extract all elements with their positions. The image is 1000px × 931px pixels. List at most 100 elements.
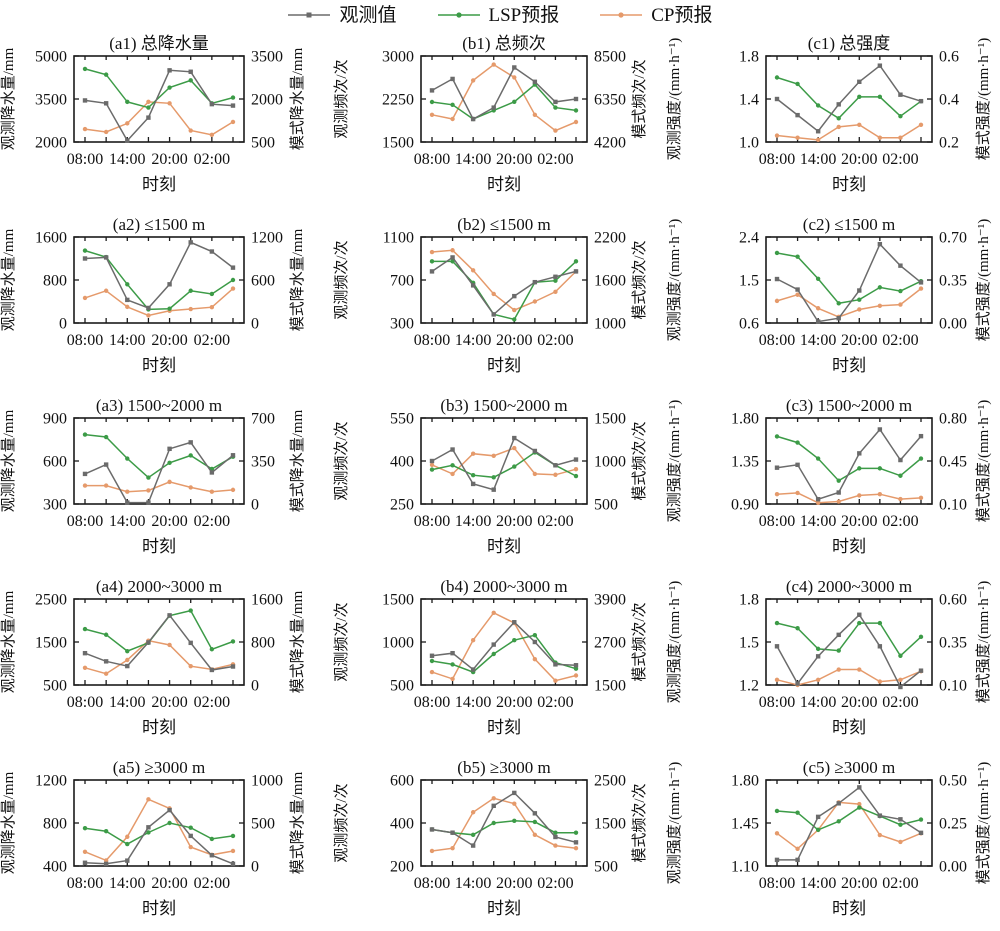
data-point-marker: [491, 312, 496, 317]
data-point-marker: [188, 663, 193, 669]
subplot-c1-x-tick: 02:00: [882, 151, 918, 168]
data-point-marker: [209, 853, 215, 858]
subplot-b4-x-tick: 20:00: [496, 694, 532, 711]
data-point-marker: [103, 462, 109, 467]
data-point-marker: [898, 457, 903, 463]
data-point-marker: [230, 103, 236, 108]
subplot-c2-x-tick: 08:00: [759, 332, 795, 349]
subplot-c1-x-tick: 08:00: [759, 151, 795, 168]
subplot-a1-right-axis-label: 模式降水量/mm: [289, 47, 306, 150]
subplot-c4-right-axis-label: 模式强度/(mm·h⁻¹): [975, 581, 992, 703]
data-point-marker: [230, 453, 236, 458]
subplot-b1-series-lsp-line: [431, 83, 577, 120]
data-point-marker: [125, 657, 130, 663]
data-point-marker: [167, 460, 172, 466]
subplot-c3-series-cp-line: [776, 492, 922, 504]
data-point-marker: [573, 673, 579, 678]
data-point-marker: [491, 453, 496, 459]
data-point-marker: [209, 470, 215, 475]
data-point-marker: [491, 105, 496, 110]
data-point-marker: [167, 807, 172, 813]
subplot-a5-canvas: 400 800 1200 0 500 1000 08:00 14:00 20:00 02:00 (a…: [0, 758, 306, 918]
data-point-marker: [512, 638, 517, 643]
subplot-a5-right-axis-label: 模式降水量/mm: [289, 771, 306, 874]
data-point-marker: [898, 473, 903, 478]
data-point-marker: [146, 797, 151, 802]
subplot-b4-left-axis-label: 观测频次/次: [333, 602, 350, 681]
subplot-c3-x-tick: 14:00: [800, 513, 836, 530]
data-point-marker: [532, 112, 538, 118]
subplot-c2: 0.6 1.5 2.4 0.00 0.35 0.70 08:00 14:00 20:00 02:0…: [666, 209, 1000, 390]
data-point-marker: [815, 276, 821, 281]
subplot-c5-x-tick: 20:00: [841, 875, 877, 892]
data-point-marker: [553, 834, 558, 840]
data-point-marker: [429, 88, 435, 93]
subplot-c4-x-tick: 20:00: [841, 694, 877, 711]
subplot-c3-xaxis-label: 时刻: [832, 537, 866, 556]
data-point-marker: [774, 250, 780, 256]
subplot-a3-right-tick: 0: [251, 497, 259, 514]
subplot-b4-left-tick: 500: [390, 678, 414, 695]
subplot-b5-x-tick: 14:00: [455, 875, 491, 892]
subplot-b1-xaxis-label: 时刻: [487, 175, 521, 194]
data-point-marker: [491, 610, 496, 615]
subplot-b1-canvas: 1500 2250 3000 4200 6350 8500 08:00 14:00 20:00 0…: [333, 34, 648, 194]
data-point-marker: [898, 684, 903, 690]
data-point-marker: [532, 279, 538, 285]
subplot-c2-left-tick: 0.6: [739, 316, 759, 333]
subplot-a5-left-tick: 1200: [35, 773, 67, 790]
data-point-marker: [795, 626, 800, 631]
data-point-marker: [103, 483, 109, 488]
subplot-c2-series-obs-line: [776, 242, 922, 323]
subplot-a4-x-tick: 08:00: [67, 694, 103, 711]
data-point-marker: [795, 462, 800, 468]
subplot-b5-left-tick: 400: [390, 816, 414, 833]
subplot-b5-right-tick: 500: [594, 859, 618, 876]
subplot-b2-right-tick: 1000: [594, 316, 626, 333]
data-point-marker: [815, 677, 821, 683]
data-point-marker: [774, 276, 780, 282]
data-point-marker: [795, 440, 800, 445]
subplot-b2-xaxis-label: 时刻: [487, 356, 521, 375]
data-point-marker: [470, 810, 476, 815]
data-point-marker: [470, 116, 476, 122]
subplot-a4-series-cp-line: [84, 639, 234, 675]
subplot-b3-x-tick: 08:00: [414, 513, 450, 530]
data-point-marker: [532, 819, 538, 825]
subplot-a4-left-tick: 2500: [35, 592, 67, 609]
data-point-marker: [512, 99, 517, 105]
subplot-c3: 0.90 1.35 1.80 0.10 0.45 0.80 08:00 14:00 20:00 0…: [666, 390, 1000, 571]
data-point-marker: [815, 103, 821, 108]
subplot-a4-x-tick: 14:00: [109, 694, 145, 711]
subplot-a2-xaxis-label: 时刻: [142, 356, 176, 375]
data-point-marker: [209, 836, 215, 842]
subplot-b2-x-tick: 20:00: [496, 332, 532, 349]
data-point-marker: [898, 288, 903, 294]
subplot-a5-x-tick: 20:00: [151, 875, 187, 892]
subplot-b5-x-tick: 02:00: [537, 875, 573, 892]
subplot-c1-right-axis-label: 模式强度/(mm·h⁻¹): [975, 38, 992, 160]
data-point-marker: [146, 640, 151, 645]
subplot-c4-left-tick: 1.2: [739, 678, 759, 695]
data-point-marker: [774, 677, 780, 683]
subplot-c3-left-axis-label: 观测强度/(mm·h⁻¹): [666, 400, 683, 522]
subplot-a1-left-tick: 2000: [35, 135, 67, 152]
data-point-marker: [918, 286, 924, 291]
subplot-b2: 300 700 1100 1000 1600 2200 08:00 14:00 20:00 02:…: [333, 209, 666, 390]
data-point-marker: [82, 248, 88, 253]
subplot-b4-xaxis-label: 时刻: [487, 718, 521, 737]
subplot-c3-canvas: 0.90 1.35 1.80 0.10 0.45 0.80 08:00 14:00 20:00 0…: [666, 396, 992, 556]
subplot-b1-x-tick: 08:00: [414, 151, 450, 168]
subplot-a5-series-lsp-line: [84, 822, 234, 845]
data-point-marker: [82, 626, 88, 632]
subplot-a3-xaxis-label: 时刻: [142, 537, 176, 556]
subplot-b1: 1500 2250 3000 4200 6350 8500 08:00 14:00 20:00 0…: [333, 28, 666, 209]
legend-label: CP预报: [651, 4, 713, 26]
data-point-marker: [512, 65, 517, 70]
data-point-marker: [898, 302, 903, 307]
subplot-c3-right-tick: 0.45: [939, 454, 967, 471]
subplot-b4-right-tick: 1500: [594, 678, 626, 695]
subplot-a1-x-tick: 14:00: [109, 151, 145, 168]
data-point-marker: [512, 445, 517, 451]
data-point-marker: [429, 259, 435, 264]
